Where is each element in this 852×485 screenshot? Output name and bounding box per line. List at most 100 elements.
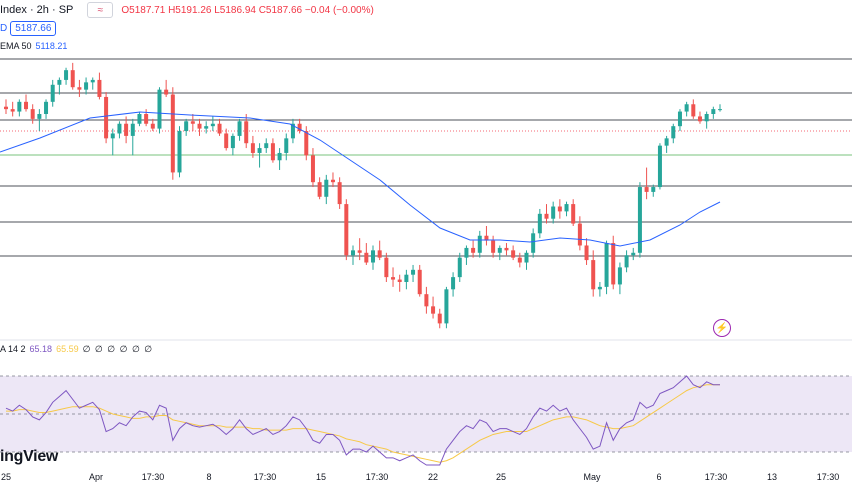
rsi-ma-value: 65.59 xyxy=(56,344,79,354)
candle-body xyxy=(37,114,42,119)
x-axis-tick-label: 6 xyxy=(656,472,662,482)
candle-body xyxy=(44,101,49,114)
x-axis-tick-label: 25 xyxy=(495,472,507,482)
candle-body xyxy=(517,257,522,263)
candle-body xyxy=(604,243,609,287)
x-axis[interactable]: 25 Apr 17:30 8 17:30 15 17:30 22 25 May 6 17:30 13 17… xyxy=(0,472,852,485)
x-axis-tick-label: 17:30 xyxy=(704,472,728,482)
compare-icon[interactable]: ≈ xyxy=(87,2,114,18)
price-prefix: D xyxy=(0,23,8,34)
x-axis-tick-label: Apr xyxy=(88,472,104,482)
candle-body xyxy=(544,213,549,219)
x-axis-tick-label: 17:30 xyxy=(141,472,165,482)
rsi-line xyxy=(5,375,720,466)
candle-body xyxy=(297,123,302,132)
candle-body xyxy=(250,143,255,153)
candle-body xyxy=(571,204,576,224)
candle-body xyxy=(264,143,269,149)
rsi-ma-line xyxy=(6,384,720,463)
candle-body xyxy=(497,247,502,253)
candle-body xyxy=(50,84,55,102)
candle-body xyxy=(164,89,169,95)
x-axis-tick-label: 17:30 xyxy=(816,472,840,482)
ohlc-readout: O5187.71 H5191.26 L5186.94 C5187.66 −0.0… xyxy=(121,4,374,16)
candle-body xyxy=(504,247,509,251)
candle-body xyxy=(4,106,8,110)
rsi-label: A 14 2 xyxy=(0,344,26,354)
x-axis-tick-label: 22 xyxy=(427,472,439,482)
candle-body xyxy=(350,250,355,256)
candle-body xyxy=(371,250,376,263)
ema-legend[interactable]: EMA 50 5118.21 xyxy=(0,41,67,51)
candle-body xyxy=(397,279,402,282)
candle-body xyxy=(90,79,95,83)
candle-body xyxy=(344,204,349,256)
candle-body xyxy=(551,206,556,219)
ema-value: 5118.21 xyxy=(35,41,68,51)
candle-body xyxy=(270,143,275,161)
candle-body xyxy=(70,70,75,88)
candle-body xyxy=(511,250,516,258)
candle-body xyxy=(257,148,262,153)
candle-body xyxy=(230,135,235,149)
candle-body xyxy=(157,89,162,129)
lightning-icon[interactable]: ⚡ xyxy=(713,319,731,337)
price-row: D 5187.66 xyxy=(0,21,57,36)
candle-body xyxy=(637,187,642,253)
candle-body xyxy=(57,79,62,85)
current-price-badge[interactable]: 5187.66 xyxy=(10,21,57,36)
candle-body xyxy=(204,126,209,129)
candle-body xyxy=(431,306,436,314)
candle-body xyxy=(404,274,409,282)
candle-body xyxy=(711,109,716,114)
x-axis-tick-label: May xyxy=(583,472,601,482)
candle-body xyxy=(651,187,656,192)
candle-body xyxy=(124,123,129,136)
candle-body xyxy=(177,131,182,173)
candle-body xyxy=(104,96,109,139)
x-axis-tick-label: 17:30 xyxy=(253,472,277,482)
candle-body xyxy=(491,240,496,253)
candle-body xyxy=(197,123,202,129)
candle-body xyxy=(657,145,662,188)
candle-body xyxy=(150,123,155,129)
candle-body xyxy=(364,252,369,263)
candle-body xyxy=(464,247,469,258)
candle-body xyxy=(444,289,449,324)
candle-body xyxy=(77,87,82,90)
candle-body xyxy=(10,109,15,112)
candle-body xyxy=(718,109,722,111)
candle-body xyxy=(591,260,596,290)
candle-body xyxy=(190,121,195,124)
candle-body xyxy=(557,206,562,212)
candle-body xyxy=(304,131,309,156)
chart-header: Index · 2h · SP ≈ O5187.71 H5191.26 L518… xyxy=(0,2,374,18)
candle-body xyxy=(437,313,442,324)
candle-body xyxy=(411,269,416,275)
candle-body xyxy=(617,267,622,285)
candle-body xyxy=(277,152,282,161)
ema-label: EMA 50 xyxy=(0,41,32,51)
candle-body xyxy=(24,101,29,110)
candle-body xyxy=(697,116,702,122)
rsi-legend[interactable]: A 14 2 65.18 65.59 ∅ ∅ ∅ ∅ ∅ ∅ xyxy=(0,344,153,355)
candle-body xyxy=(244,121,249,144)
candle-body xyxy=(577,223,582,246)
symbol-title[interactable]: Index · 2h · SP xyxy=(0,4,74,16)
candle-body xyxy=(384,257,389,278)
candle-body xyxy=(611,243,616,285)
candle-body xyxy=(671,126,676,139)
candle-body xyxy=(17,101,22,112)
candle-body xyxy=(457,257,462,278)
candle-body xyxy=(484,235,489,241)
candle-body xyxy=(224,133,229,149)
candle-body xyxy=(584,245,589,261)
x-axis-tick-label: 25 xyxy=(0,472,12,482)
candle-body xyxy=(290,123,295,139)
candle-body xyxy=(477,235,482,253)
candle-body xyxy=(237,121,242,136)
candle-body xyxy=(324,179,329,197)
candle-body xyxy=(664,138,669,146)
candle-body xyxy=(677,111,682,127)
